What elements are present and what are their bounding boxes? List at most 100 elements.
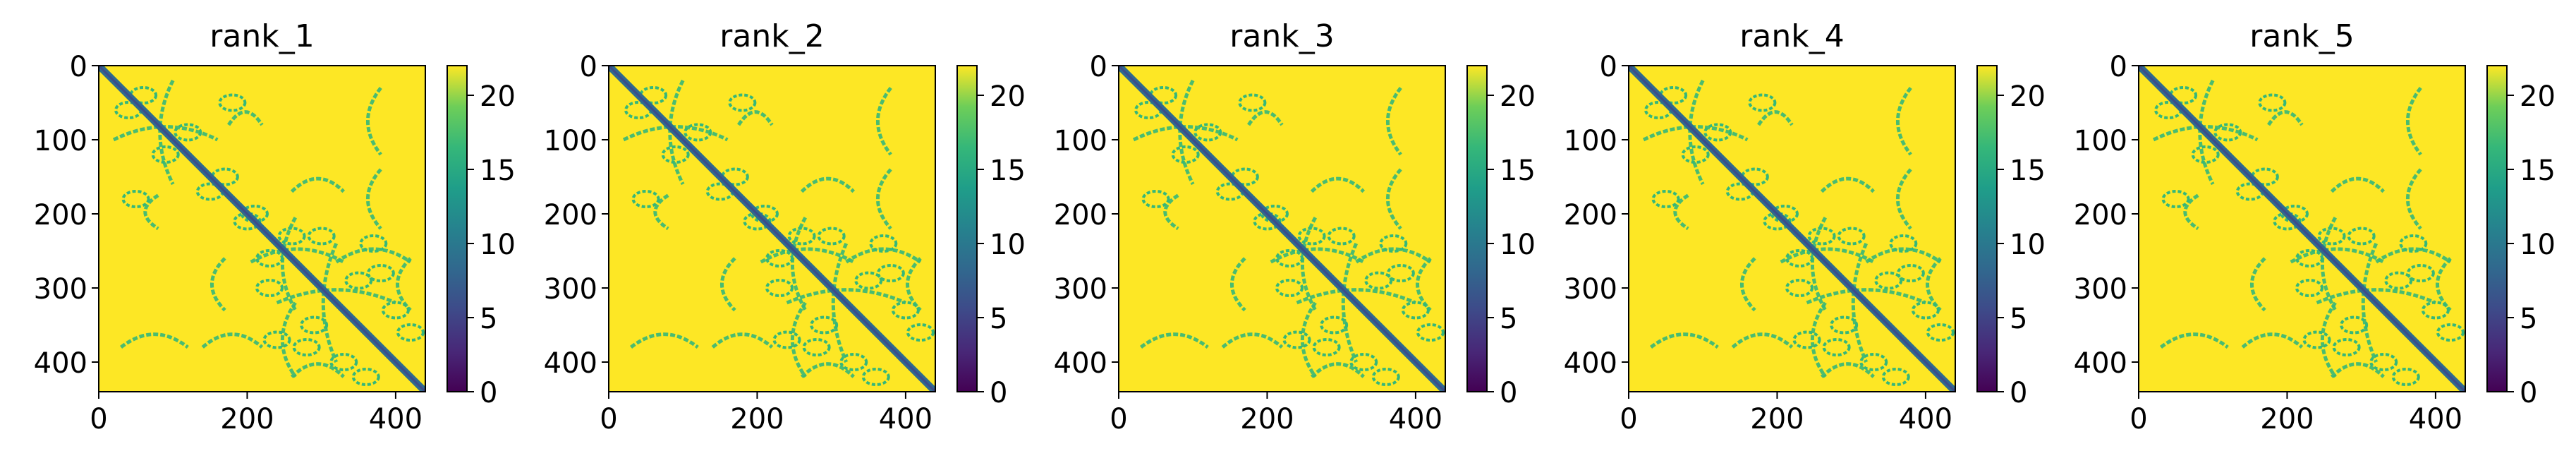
contact-band [1140, 332, 1209, 349]
y-tick-label: 200 [1054, 199, 1107, 232]
y-tick-label: 400 [1054, 347, 1107, 380]
y-tick-label: 200 [544, 199, 597, 232]
contact-patch [1238, 93, 1267, 112]
contact-band [2330, 362, 2386, 378]
y-tick-label: 0 [2110, 51, 2127, 83]
contact-patch [2406, 264, 2435, 282]
plot-frame [1628, 65, 1956, 392]
y-tick-label: 0 [1600, 51, 1617, 83]
contact-band [2249, 257, 2266, 312]
contact-band [2183, 193, 2199, 231]
contact-patch [1770, 205, 1799, 223]
contact-band [668, 79, 685, 186]
contact-band [1865, 247, 1942, 264]
contact-band [1811, 301, 1827, 378]
y-tick-label: 400 [1564, 347, 1617, 380]
contact-patch [2340, 315, 2369, 335]
contact-patch [1837, 227, 1866, 246]
contact-band [831, 242, 849, 363]
x-tick-label: 200 [1240, 403, 1294, 435]
contact-patch [1703, 123, 1732, 142]
x-tick-label: 400 [2409, 403, 2462, 435]
contact-patch [2169, 86, 2198, 104]
contact-band [1851, 242, 1869, 363]
colorbar-tick-label: 20 [990, 80, 1026, 113]
plot-frame [1118, 65, 1446, 392]
contact-patch [1260, 205, 1289, 223]
contact-patch [240, 205, 269, 223]
contact-patch [802, 338, 831, 356]
contact-band [281, 301, 297, 378]
colorbar-tick-label: 15 [2520, 155, 2556, 187]
contact-band [711, 332, 774, 349]
y-tick-label: 0 [580, 51, 597, 83]
contact-band [201, 332, 264, 349]
y-tick-label: 300 [1564, 273, 1617, 306]
contact-band [800, 362, 856, 378]
contact-patch [817, 227, 846, 246]
colorbar [1977, 66, 1997, 392]
contact-patch [359, 234, 388, 253]
diagonal-line [1119, 66, 1445, 392]
y-tick-label: 0 [1090, 51, 1107, 83]
contact-patch [720, 167, 749, 186]
contact-band [1650, 332, 1719, 349]
colorbar-tick-label: 5 [2010, 303, 2027, 335]
x-tick-label: 200 [730, 403, 784, 435]
colorbar-tick-label: 15 [2010, 155, 2046, 187]
contact-band [143, 193, 159, 231]
contact-band [845, 247, 922, 264]
contact-patch [1349, 353, 1378, 371]
contact-band [1229, 257, 1246, 312]
contact-band [335, 247, 412, 264]
colorbar-frame [956, 65, 978, 392]
contact-band [1673, 193, 1689, 231]
plot-frame [2138, 65, 2466, 392]
y-tick-label: 100 [1054, 125, 1107, 157]
colorbar-frame [1466, 65, 1488, 392]
contact-patch [2295, 249, 2324, 267]
contact-patch [661, 145, 690, 164]
colorbar-tick-label: 10 [990, 229, 1026, 261]
colorbar-frame [446, 65, 468, 392]
contact-patch [1416, 323, 1445, 342]
colorbar-tick-label: 10 [1500, 229, 1536, 261]
x-tick-label: 0 [90, 403, 107, 435]
contact-patch [218, 93, 247, 112]
contact-band [2361, 242, 2378, 363]
contact-patch [1320, 315, 1349, 335]
contact-band [876, 168, 892, 230]
contact-band [276, 288, 396, 305]
contact-band [2321, 301, 2337, 378]
contact-patch [1748, 93, 1777, 112]
colorbar [2487, 66, 2507, 392]
colorbar-tick-label: 15 [1500, 155, 1536, 187]
contact-band [366, 168, 382, 230]
contact-band [653, 193, 669, 231]
heatmap-image [1629, 66, 1955, 392]
y-tick-label: 200 [2074, 199, 2127, 232]
contact-patch [631, 190, 660, 208]
y-tick-label: 0 [70, 51, 87, 83]
contact-patch [255, 249, 284, 267]
contact-patch [1830, 315, 1859, 335]
contact-patch [2302, 330, 2331, 349]
contact-patch [861, 368, 890, 386]
contact-band [1341, 242, 1359, 363]
contact-patch [129, 86, 158, 104]
colorbar-tick-label: 0 [1500, 377, 1517, 409]
contact-band [800, 176, 856, 193]
x-tick-label: 400 [1389, 403, 1442, 435]
contact-band [719, 257, 736, 312]
contact-band [1642, 125, 1749, 142]
contact-band [2198, 79, 2215, 186]
contact-patch [891, 301, 920, 320]
colorbar-tick-label: 0 [2520, 377, 2537, 409]
y-tick-label: 200 [1564, 199, 1617, 232]
contact-band [1386, 168, 1402, 230]
colorbar-tick-label: 5 [2520, 303, 2537, 335]
y-tick-label: 100 [1564, 125, 1617, 157]
contact-band [2316, 288, 2436, 305]
contact-patch [772, 330, 801, 349]
